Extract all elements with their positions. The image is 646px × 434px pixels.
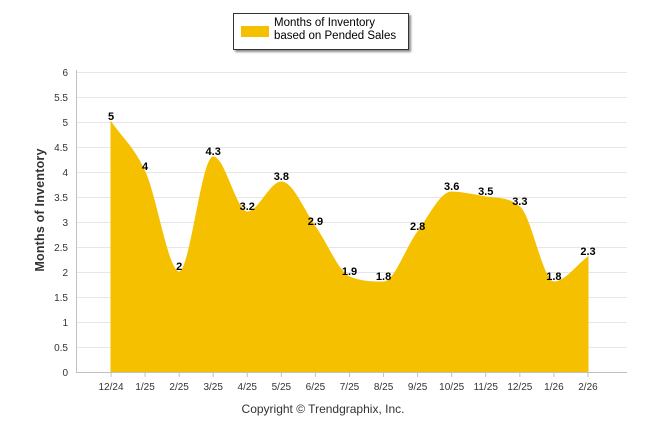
y-tick-label: 4 — [62, 168, 68, 179]
x-tick-label: 6/25 — [306, 382, 326, 393]
x-tick-label: 9/25 — [408, 382, 428, 393]
data-label: 3.5 — [478, 186, 493, 198]
data-label: 2.3 — [580, 246, 595, 258]
data-label: 3.2 — [240, 201, 255, 213]
y-tick-label: 3 — [62, 218, 68, 229]
y-tick-label: 5 — [62, 118, 68, 129]
x-tick-label: 2/25 — [169, 382, 189, 393]
x-tick-labels: 12/24 1/25 2/25 3/25 4/25 5/25 6/25 7/25 8/25 9/2… — [98, 382, 598, 393]
y-tick-label: 2 — [62, 268, 68, 279]
legend[interactable]: Months of Inventory based on Pended Sale… — [233, 13, 409, 50]
x-tick-label: 8/25 — [374, 382, 394, 393]
y-tick-label: 2.5 — [54, 243, 68, 254]
y-axis-title: Months of Inventory — [33, 148, 47, 272]
x-tick-label: 11/25 — [474, 382, 499, 393]
x-tick-label: 1/25 — [135, 382, 155, 393]
area-series — [110, 120, 589, 373]
y-tick-label: 0.5 — [54, 343, 68, 354]
y-tick-label: 6 — [62, 68, 68, 79]
x-tick-label: 2/26 — [578, 382, 598, 393]
x-tick-label: 12/24 — [98, 382, 123, 393]
data-label: 3.8 — [274, 171, 289, 183]
x-tick-label: 3/25 — [203, 382, 223, 393]
y-tick-label: 1 — [62, 318, 68, 329]
x-tick-label: 12/25 — [507, 382, 532, 393]
area-fill — [110, 120, 589, 373]
y-tick-label: 4.5 — [54, 143, 68, 154]
data-label: 1.8 — [546, 271, 561, 283]
data-labels: 5 4 2 4.3 3.2 3.8 2.9 1.9 1.8 2.8 3.6 3.5 3.3 1.8 2.3 — [108, 111, 596, 283]
data-label: 4 — [142, 161, 149, 173]
x-tick-label: 4/25 — [238, 382, 258, 393]
data-label: 4.3 — [206, 146, 221, 158]
axes — [76, 70, 627, 377]
y-tick-label: 0 — [62, 368, 68, 379]
data-label: 1.8 — [376, 271, 391, 283]
data-label: 2.9 — [308, 216, 323, 228]
y-tick-label: 1.5 — [54, 293, 68, 304]
legend-label: Months of Inventory based on Pended Sale… — [274, 17, 397, 42]
y-tick-labels: 0 0.5 1 1.5 2 2.5 3 3.5 4 4.5 5 5.5 6 — [54, 68, 68, 379]
legend-swatch — [241, 26, 269, 37]
copyright-text: Copyright © Trendgraphix, Inc. — [241, 402, 405, 416]
data-label: 1.9 — [342, 266, 357, 278]
data-label: 5 — [108, 111, 114, 123]
data-label: 2.8 — [410, 221, 425, 233]
data-label: 2 — [176, 261, 182, 273]
x-tick-label: 5/25 — [272, 382, 292, 393]
y-tick-label: 5.5 — [54, 93, 68, 104]
x-tick-label: 10/25 — [439, 382, 464, 393]
x-tick-label: 1/26 — [544, 382, 564, 393]
data-label: 3.6 — [444, 181, 459, 193]
x-tick-label: 7/25 — [340, 382, 360, 393]
y-tick-label: 3.5 — [54, 193, 68, 204]
data-label: 3.3 — [512, 196, 527, 208]
y-axis-title-container: Months of Inventory — [30, 120, 50, 300]
